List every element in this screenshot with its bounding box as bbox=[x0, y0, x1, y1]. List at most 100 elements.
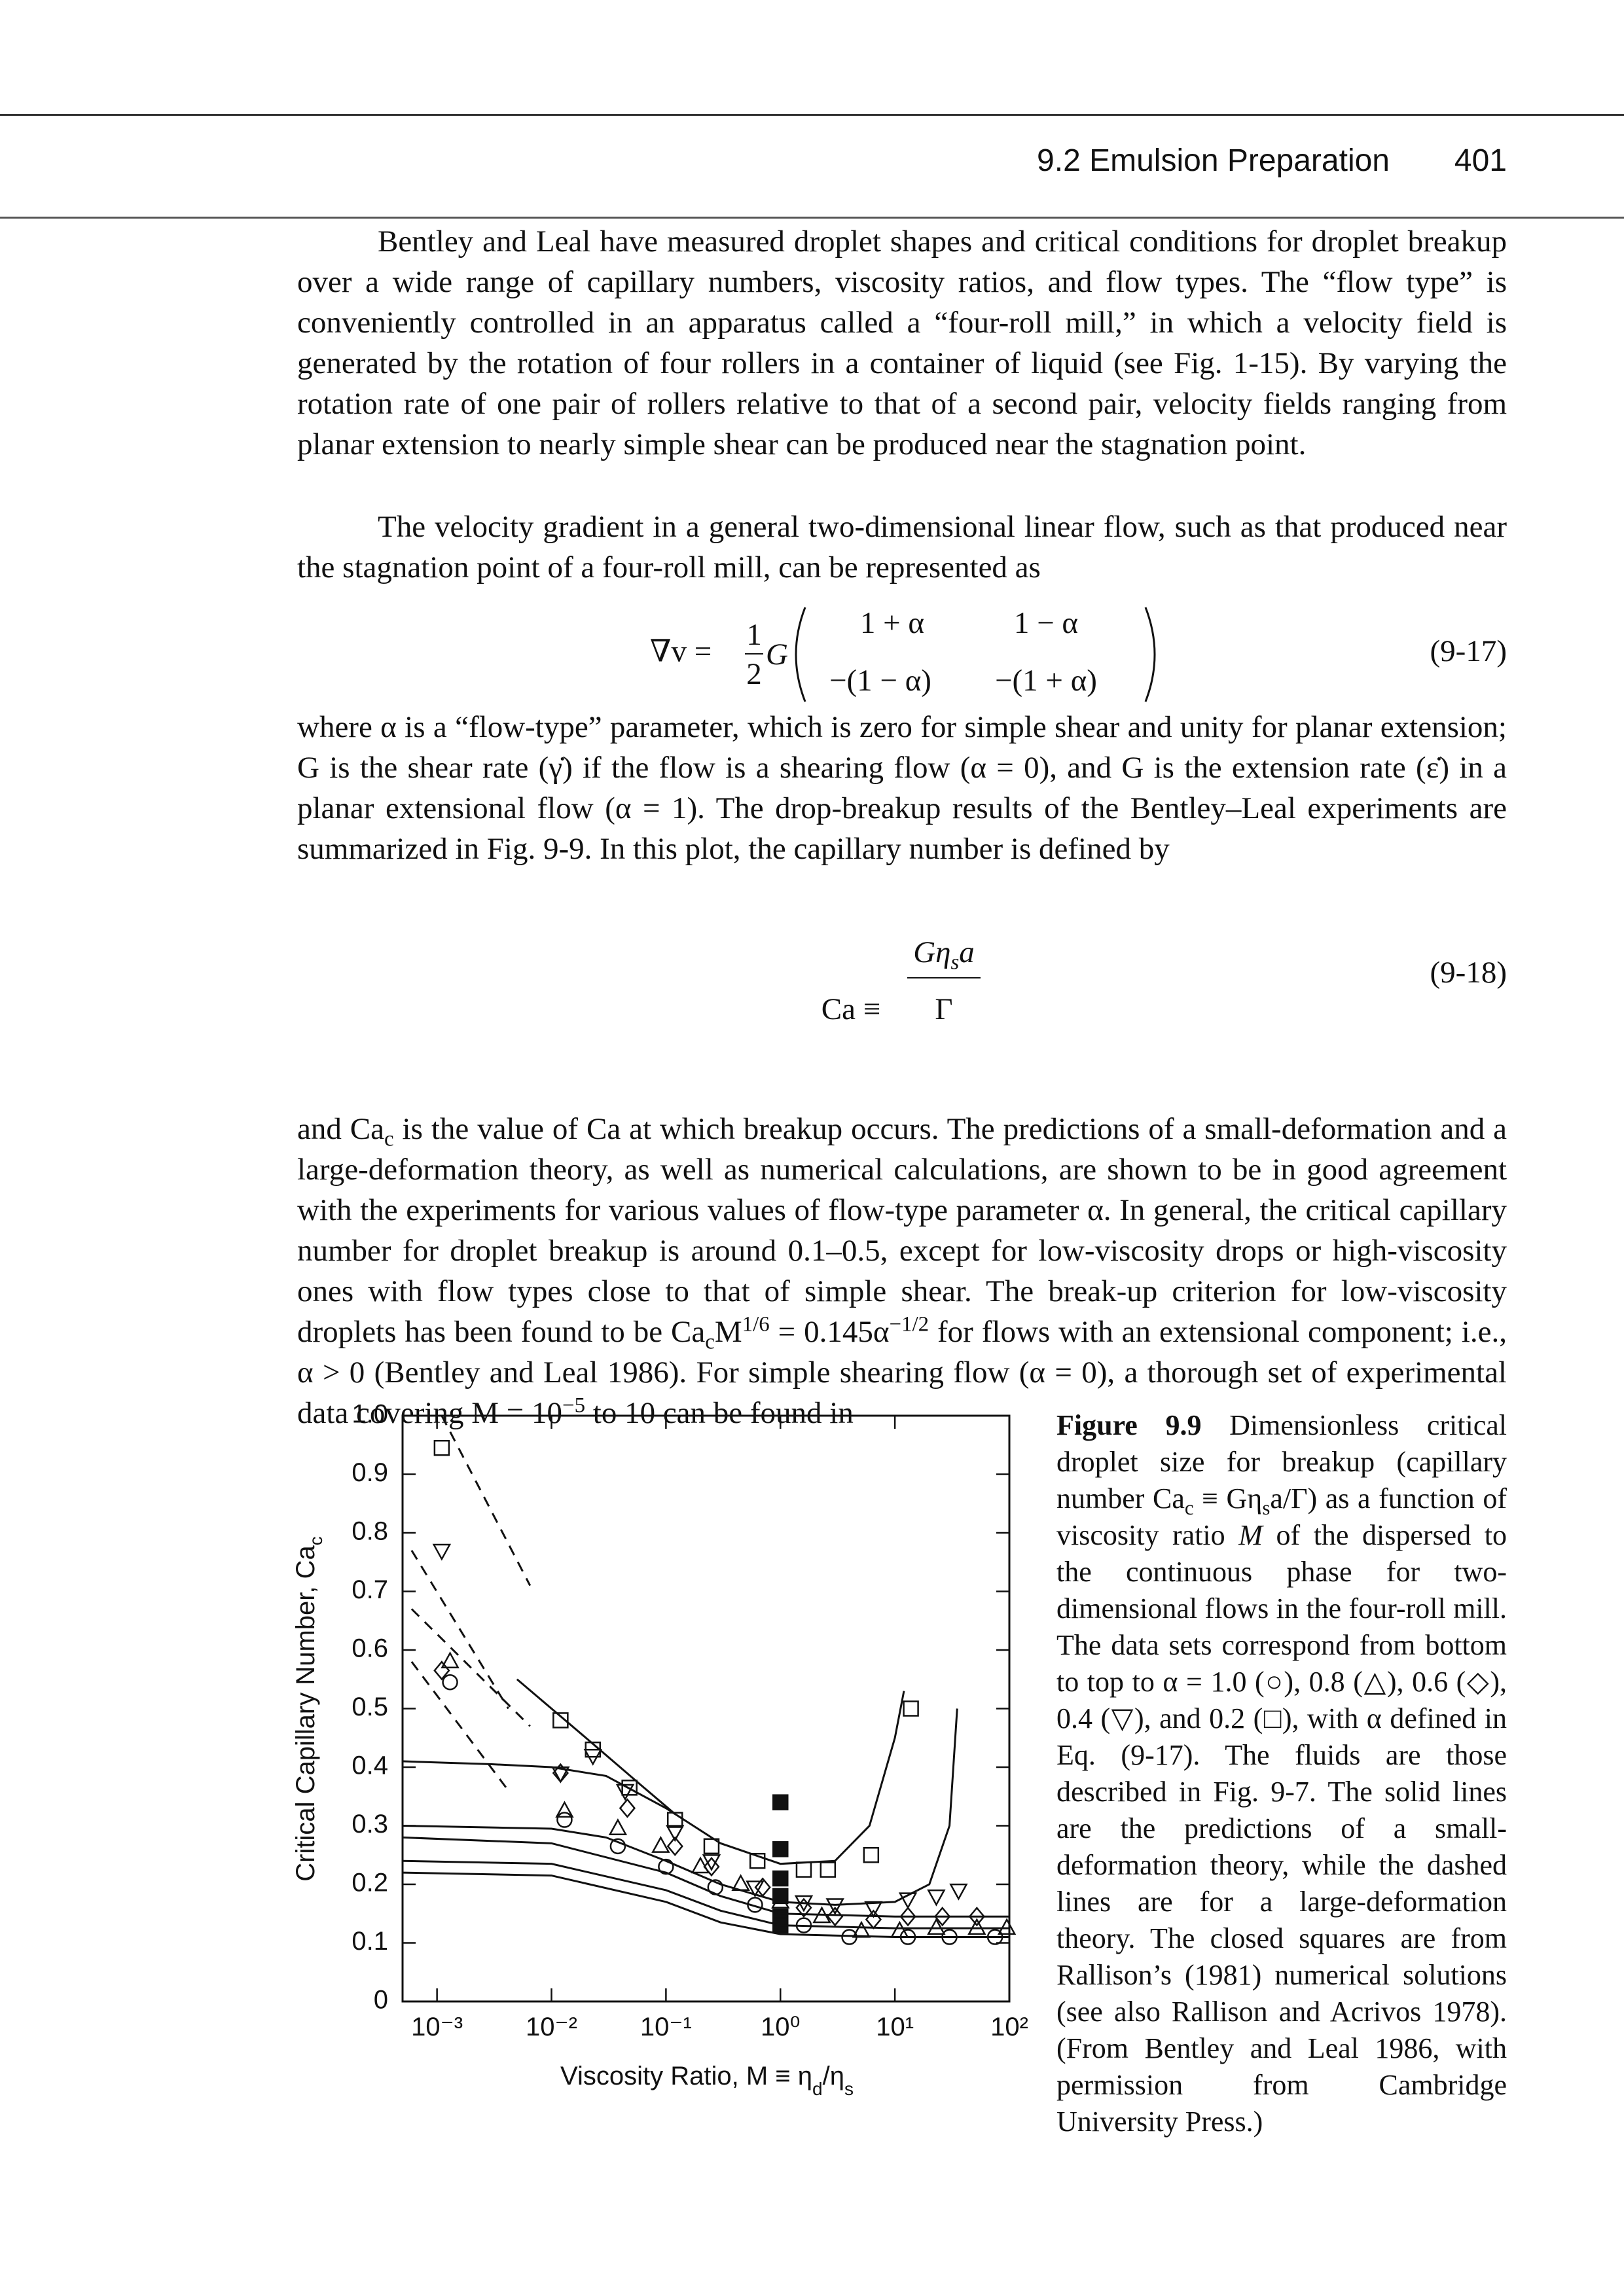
marker bbox=[433, 1660, 450, 1681]
marker bbox=[903, 1700, 919, 1717]
fraction-bar bbox=[907, 977, 981, 978]
text-run: for flows with an extensional component;… bbox=[297, 1315, 1507, 1430]
marker bbox=[927, 1918, 946, 1935]
marker bbox=[772, 1841, 789, 1857]
marker bbox=[949, 1883, 968, 1901]
marker bbox=[703, 1856, 720, 1877]
running-head: 9.2 Emulsion Preparation bbox=[1037, 143, 1390, 178]
y-tick-label: 0.3 bbox=[352, 1810, 388, 1839]
paragraph: and Ca c is the value of Ca at which brea… bbox=[297, 1109, 1507, 1433]
text-run: Figure 9.9 bbox=[1056, 1409, 1202, 1441]
marker bbox=[827, 1907, 844, 1927]
text-run: The velocity gradient in a general two-d… bbox=[297, 510, 1507, 584]
fraction-numerator: 1 bbox=[746, 618, 762, 652]
text-run: and Ca bbox=[297, 1112, 385, 1146]
x-tick-label: 10⁻² bbox=[526, 2013, 577, 2041]
text-run: −5 bbox=[562, 1393, 586, 1418]
text-run: Critical Capillary Number, Ca bbox=[291, 1545, 320, 1882]
marker bbox=[621, 1780, 638, 1796]
marker bbox=[865, 1909, 882, 1929]
chart: Critical Capillary Number, Cac Viscosity… bbox=[291, 1400, 1028, 2099]
y-tick-label: 0 bbox=[374, 1986, 388, 2015]
marker bbox=[863, 1847, 880, 1863]
text-run: M bbox=[1238, 1519, 1263, 1551]
fraction-numerator: Gηsa bbox=[913, 935, 975, 973]
rule bbox=[0, 114, 1624, 116]
marker bbox=[666, 1836, 683, 1856]
marker bbox=[749, 1852, 766, 1869]
bracket bbox=[795, 607, 806, 702]
curve bbox=[402, 1836, 1009, 1918]
marker bbox=[702, 1854, 721, 1871]
curve bbox=[410, 1550, 509, 1710]
curve bbox=[516, 1678, 676, 1815]
text-run: is the value of Ca at which breakup occu… bbox=[297, 1112, 1507, 1349]
text-run: a/Γ) as a function of viscosity ratio bbox=[1056, 1482, 1507, 1551]
marker bbox=[441, 1651, 460, 1668]
curve bbox=[402, 1859, 1009, 1929]
marker bbox=[442, 1674, 458, 1691]
marker bbox=[551, 1766, 570, 1784]
marker bbox=[927, 1889, 946, 1907]
y-tick-label: 0.4 bbox=[352, 1751, 388, 1780]
matrix-entry: −(1 + α) bbox=[995, 664, 1097, 698]
equation-factor: G bbox=[766, 637, 788, 672]
marker bbox=[658, 1858, 674, 1875]
paragraph: where α is a “flow-type” parameter, whic… bbox=[297, 707, 1507, 869]
text-run: s bbox=[1262, 1496, 1271, 1519]
x-tick-label: 10⁰ bbox=[761, 2013, 801, 2041]
text-run: −1/2 bbox=[889, 1312, 929, 1336]
text-run: where α is a “flow-type” parameter, whic… bbox=[297, 710, 1507, 866]
text-run: Gη bbox=[913, 935, 951, 969]
curve bbox=[402, 1871, 1009, 1939]
text-run: s bbox=[844, 2079, 854, 2099]
marker bbox=[651, 1836, 670, 1853]
text-run: c bbox=[705, 1330, 715, 1354]
figure-caption: Figure 9.9 Dimensionless critical drople… bbox=[1056, 1407, 1507, 2140]
fraction-bar bbox=[745, 653, 763, 655]
x-tick-label: 10⁻³ bbox=[411, 2013, 463, 2041]
marker bbox=[608, 1818, 628, 1836]
y-tick-label: 0.8 bbox=[352, 1517, 388, 1546]
text-run: c bbox=[1184, 1496, 1194, 1519]
paragraph: The velocity gradient in a general two-d… bbox=[297, 507, 1507, 588]
y-tick-label: 0.1 bbox=[352, 1927, 388, 1956]
text-run: d bbox=[812, 2079, 823, 2099]
text-run: 1/6 bbox=[742, 1312, 770, 1336]
marker bbox=[934, 1907, 951, 1927]
text-run: ≡ Gη bbox=[1193, 1482, 1263, 1515]
x-axis-title: Viscosity Ratio, M ≡ ηd/ηs bbox=[560, 2062, 854, 2099]
rule bbox=[0, 217, 1624, 219]
marker bbox=[772, 1888, 789, 1905]
matrix-entry: −(1 − α) bbox=[829, 664, 931, 698]
text-run: Dimensionless critical droplet size for … bbox=[1056, 1409, 1507, 1515]
y-tick-label: 0.6 bbox=[352, 1634, 388, 1663]
text-run: Bentley and Leal have measured droplet s… bbox=[297, 224, 1507, 461]
marker bbox=[555, 1801, 574, 1818]
matrix-entry: 1 − α bbox=[1013, 606, 1079, 640]
equation-number: (9-18) bbox=[1430, 956, 1507, 990]
marker bbox=[746, 1880, 765, 1898]
marker bbox=[772, 1794, 789, 1810]
marker bbox=[772, 1870, 789, 1887]
curve bbox=[402, 1691, 905, 1865]
matrix-entry: 1 + α bbox=[859, 606, 925, 640]
text-run: = 0.145α bbox=[769, 1315, 890, 1349]
fraction-denominator: Γ bbox=[935, 992, 953, 1026]
y-axis-title: Critical Capillary Number, Cac bbox=[291, 1536, 326, 1881]
curve bbox=[410, 1608, 531, 1727]
marker bbox=[968, 1907, 985, 1927]
text-run: to 10 can be found in bbox=[585, 1396, 854, 1430]
marker bbox=[556, 1812, 573, 1828]
curve bbox=[441, 1415, 532, 1587]
curve bbox=[410, 1660, 509, 1791]
marker bbox=[795, 1861, 812, 1878]
marker bbox=[795, 1897, 812, 1918]
fraction-denominator: 2 bbox=[746, 657, 762, 691]
y-tick-label: 0.7 bbox=[352, 1575, 388, 1604]
text-run: /η bbox=[823, 2062, 844, 2090]
text-run: s bbox=[950, 950, 960, 975]
x-tick-label: 10² bbox=[990, 2013, 1028, 2041]
marker bbox=[997, 1918, 1017, 1935]
marker bbox=[967, 1918, 986, 1935]
